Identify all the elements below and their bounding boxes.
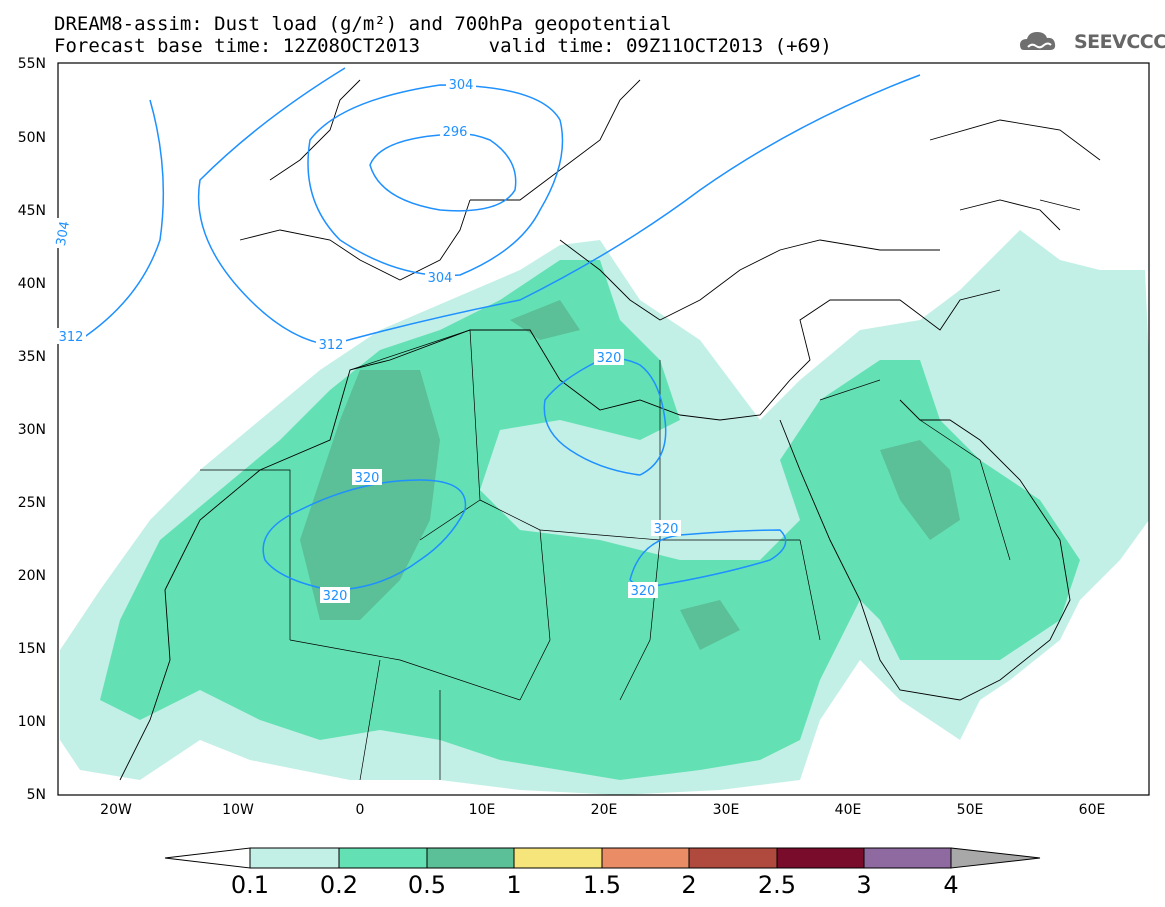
dust-map: 304 296 304 304 312 312 320 320 320 320 … bbox=[18, 56, 1150, 818]
contour-label: 296 bbox=[443, 125, 468, 140]
lat-label: 50N bbox=[18, 130, 46, 146]
lon-label: 50E bbox=[957, 802, 984, 818]
lon-label: 10W bbox=[222, 802, 254, 818]
colorbar-label: 2.5 bbox=[758, 871, 796, 899]
logo-text: SEEVCCC bbox=[1074, 31, 1165, 53]
colorbar-segment bbox=[950, 847, 1041, 869]
longitude-labels: 20W 10W 0 10E 20E 30E 40E 50E 60E bbox=[100, 802, 1105, 818]
colorbar-segment bbox=[164, 847, 251, 869]
lon-label: 0 bbox=[356, 802, 365, 818]
contour-label: 304 bbox=[449, 78, 474, 93]
contour-label: 320 bbox=[631, 584, 656, 599]
colorbar-label: 0.1 bbox=[231, 871, 269, 899]
country-borders bbox=[200, 199, 1081, 781]
lat-label: 15N bbox=[18, 641, 46, 657]
contour-labels: 304 296 304 304 312 312 320 320 320 320 … bbox=[52, 76, 681, 604]
colorbar-segment bbox=[338, 847, 428, 869]
lon-label: 20E bbox=[591, 802, 618, 818]
latitude-labels: 55N 50N 45N 40N 35N 30N 25N 20N 15N 10N … bbox=[18, 56, 46, 803]
lat-label: 30N bbox=[18, 422, 46, 438]
lon-label: 60E bbox=[1079, 802, 1106, 818]
contour-label: 312 bbox=[59, 330, 84, 345]
contour-label: 304 bbox=[54, 220, 73, 247]
cloud-icon bbox=[1020, 32, 1056, 50]
contour-label: 320 bbox=[654, 522, 679, 537]
lat-label: 20N bbox=[18, 568, 46, 584]
lat-label: 55N bbox=[18, 56, 46, 72]
forecast-times: Forecast base time: 12Z08OCT2013 valid t… bbox=[54, 35, 832, 57]
map-frame bbox=[57, 62, 1150, 796]
contour-label: 320 bbox=[323, 589, 348, 604]
dust-area-dark-3 bbox=[680, 600, 740, 650]
dust-area-dark-2 bbox=[880, 440, 960, 540]
dust-area-dark bbox=[300, 370, 440, 620]
colorbar-label: 1.5 bbox=[583, 871, 621, 899]
colorbar-label: 0.5 bbox=[408, 871, 446, 899]
colorbar-label: 1 bbox=[506, 871, 521, 899]
lat-label: 35N bbox=[18, 349, 46, 365]
lat-label: 10N bbox=[18, 714, 46, 730]
lon-label: 40E bbox=[835, 802, 862, 818]
contour-label: 320 bbox=[597, 351, 622, 366]
lat-label: 25N bbox=[18, 495, 46, 511]
map-title: DREAM8-assim: Dust load (g/m²) and 700hP… bbox=[54, 13, 672, 35]
lon-label: 10E bbox=[469, 802, 496, 818]
lat-label: 45N bbox=[18, 203, 46, 219]
colorbar-segment bbox=[426, 847, 515, 869]
colorbar-segment bbox=[601, 847, 690, 869]
colorbar-segment bbox=[863, 847, 952, 869]
colorbar-label: 4 bbox=[943, 871, 958, 899]
contour-label: 312 bbox=[319, 338, 344, 353]
contour-label: 320 bbox=[355, 471, 380, 486]
colorbar-label: 0.2 bbox=[320, 871, 358, 899]
colorbar-segment bbox=[513, 847, 603, 869]
contour-label: 304 bbox=[428, 271, 453, 286]
lon-label: 30E bbox=[713, 802, 740, 818]
colorbar-segment bbox=[776, 847, 865, 869]
lat-label: 40N bbox=[18, 276, 46, 292]
colorbar-label: 3 bbox=[856, 871, 871, 899]
colorbar-label: 2 bbox=[681, 871, 696, 899]
coastlines bbox=[119, 79, 1101, 781]
colorbar-segment bbox=[249, 847, 340, 869]
colorbar-segment bbox=[688, 847, 778, 869]
lon-label: 20W bbox=[100, 802, 132, 818]
colorbar-labels: 0.1 0.2 0.5 1 1.5 2 2.5 3 4 bbox=[231, 871, 959, 899]
lat-label: 5N bbox=[27, 787, 46, 803]
